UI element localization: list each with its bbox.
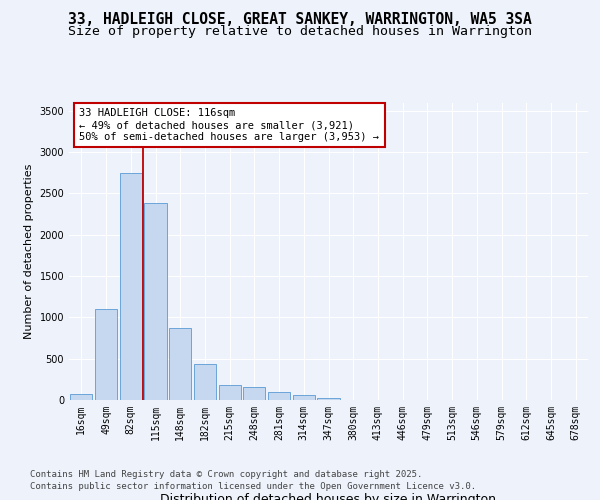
Y-axis label: Number of detached properties: Number of detached properties — [24, 164, 34, 339]
Bar — [218, 384, 241, 400]
Bar — [145, 204, 167, 400]
Bar — [95, 309, 117, 400]
X-axis label: Distribution of detached houses by size in Warrington: Distribution of detached houses by size … — [161, 493, 497, 500]
Text: 33, HADLEIGH CLOSE, GREAT SANKEY, WARRINGTON, WA5 3SA: 33, HADLEIGH CLOSE, GREAT SANKEY, WARRIN… — [68, 12, 532, 28]
Text: Size of property relative to detached houses in Warrington: Size of property relative to detached ho… — [68, 25, 532, 38]
Bar — [119, 172, 142, 400]
Bar — [268, 392, 290, 400]
Bar — [194, 364, 216, 400]
Bar — [317, 398, 340, 400]
Text: Contains public sector information licensed under the Open Government Licence v3: Contains public sector information licen… — [30, 482, 476, 491]
Bar — [243, 387, 265, 400]
Text: Contains HM Land Registry data © Crown copyright and database right 2025.: Contains HM Land Registry data © Crown c… — [30, 470, 422, 479]
Bar — [293, 395, 315, 400]
Bar — [169, 328, 191, 400]
Text: 33 HADLEIGH CLOSE: 116sqm
← 49% of detached houses are smaller (3,921)
50% of se: 33 HADLEIGH CLOSE: 116sqm ← 49% of detac… — [79, 108, 379, 142]
Bar — [70, 394, 92, 400]
